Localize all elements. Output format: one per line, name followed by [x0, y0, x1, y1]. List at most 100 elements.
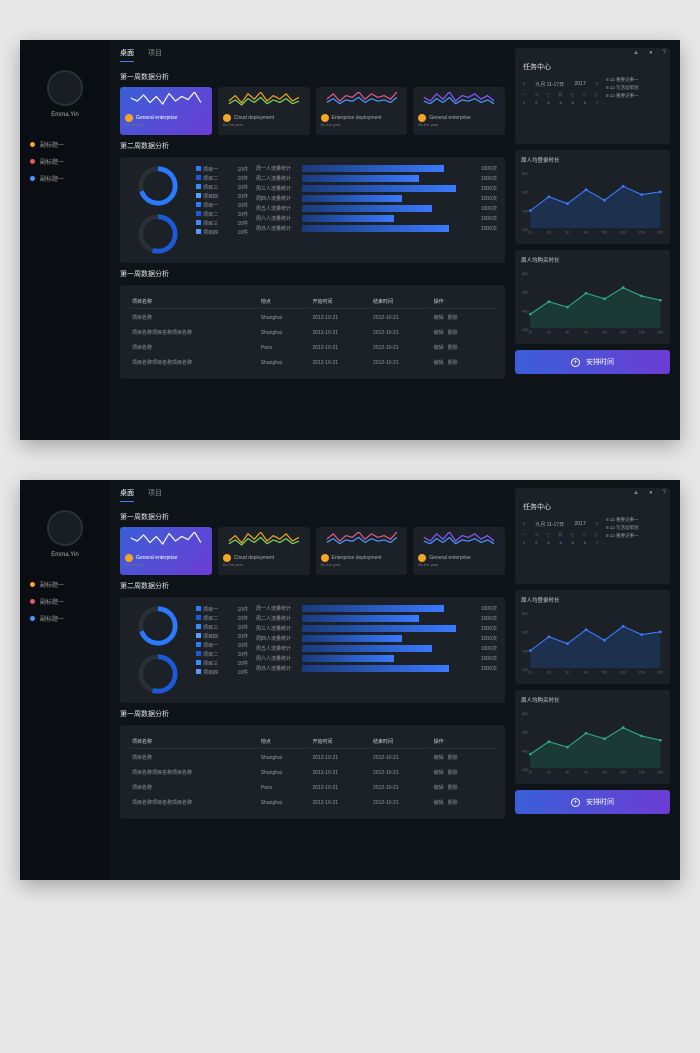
day-label: 五 — [570, 532, 574, 538]
stat-card-0[interactable]: General enterpriseBy the year — [120, 87, 212, 135]
day-num[interactable]: 4 — [559, 540, 561, 545]
stat-card-3[interactable]: General enterpriseBy the year — [413, 527, 505, 575]
bar-row-2: 周三人流量统计1000次 — [256, 185, 497, 192]
sidebar-item-1[interactable]: 副标题一 — [28, 593, 102, 610]
stat-card-3[interactable]: General enterpriseBy the year — [413, 87, 505, 135]
legend: 项目一10件项目二10件项目三10件项目四10件项目一10件项目二10件项目三1… — [196, 165, 248, 255]
stat-card-1[interactable]: Cloud deploymentBy the year — [218, 87, 310, 135]
stat-card-1[interactable]: Cloud deploymentBy the year — [218, 527, 310, 575]
edit-link[interactable]: 编辑 — [434, 785, 444, 791]
day-num[interactable]: 3 — [547, 540, 549, 545]
svg-text:600: 600 — [522, 631, 528, 635]
task-item-0[interactable]: 9.12 重要记事一 — [606, 517, 662, 523]
stat-card-0[interactable]: General enterpriseBy the year — [120, 527, 212, 575]
td: Shanghai — [259, 766, 309, 779]
td: Paris — [259, 341, 309, 354]
legend: 项目一10件项目二10件项目三10件项目四10件项目一10件项目二10件项目三1… — [196, 605, 248, 695]
next-month-icon[interactable]: › — [596, 521, 598, 528]
next-month-icon[interactable]: › — [596, 81, 598, 88]
prev-month-icon[interactable]: ‹ — [523, 521, 525, 528]
day-label: 四 — [558, 92, 562, 98]
td: 项目名称项目名称项目名称 — [130, 326, 257, 339]
user-icon[interactable]: ● — [649, 490, 653, 496]
bell-icon[interactable]: ▲ — [633, 50, 639, 56]
help-icon[interactable]: ? — [663, 50, 666, 56]
task-item-2[interactable]: 9.12 重要记事一 — [606, 533, 662, 539]
bar-row-3: 周四人流量统计1000次 — [256, 195, 497, 202]
chart-panel-0: 周人均登录时长8006004002001020304050100150200 — [515, 150, 670, 244]
schedule-button[interactable]: +安排时间 — [515, 790, 670, 814]
username: Emma.Yin — [28, 552, 102, 558]
bar-row-3: 周四人流量统计1000次 — [256, 635, 497, 642]
svg-text:20: 20 — [547, 331, 551, 335]
day-num[interactable]: 2 — [535, 540, 537, 545]
delete-link[interactable]: 删除 — [448, 345, 458, 351]
edit-link[interactable]: 编辑 — [434, 755, 444, 761]
day-num[interactable]: 5 — [572, 100, 574, 105]
task-item-2[interactable]: 9.12 重要记事一 — [606, 93, 662, 99]
td: 2012-10-21 — [310, 781, 369, 794]
delete-link[interactable]: 删除 — [448, 315, 458, 321]
day-num[interactable]: 4 — [559, 100, 561, 105]
avatar[interactable] — [47, 70, 83, 106]
day-num[interactable]: 7 — [596, 540, 598, 545]
task-item-1[interactable]: 9.12 写活动策划 — [606, 85, 662, 91]
schedule-button[interactable]: +安排时间 — [515, 350, 670, 374]
day-num[interactable]: 6 — [584, 540, 586, 545]
user-icon[interactable]: ● — [649, 50, 653, 56]
edit-link[interactable]: 编辑 — [434, 315, 444, 321]
td: Shanghai — [259, 356, 309, 369]
badge-icon — [418, 114, 426, 122]
tab-1[interactable]: 项目 — [148, 488, 162, 502]
bell-icon[interactable]: ▲ — [633, 490, 639, 496]
help-icon[interactable]: ? — [663, 490, 666, 496]
tab-0[interactable]: 桌面 — [120, 488, 134, 502]
section1-title: 第一周数据分析 — [120, 72, 505, 82]
sidebar-item-2[interactable]: 副标题一 — [28, 610, 102, 627]
month: 九月 11-17日 — [535, 81, 564, 88]
sidebar-item-0[interactable]: 副标题一 — [28, 136, 102, 153]
edit-link[interactable]: 编辑 — [434, 360, 444, 366]
edit-link[interactable]: 编辑 — [434, 800, 444, 806]
card-sub: By the year — [321, 122, 403, 127]
task-item-0[interactable]: 9.12 重要记事一 — [606, 77, 662, 83]
delete-link[interactable]: 删除 — [448, 800, 458, 806]
legend-row-4: 项目一10件 — [196, 641, 248, 650]
tab-1[interactable]: 项目 — [148, 48, 162, 62]
sidebar-item-2[interactable]: 副标题一 — [28, 170, 102, 187]
badge-icon — [321, 114, 329, 122]
card-label: Cloud deployment — [234, 115, 274, 121]
day-num[interactable]: 7 — [596, 100, 598, 105]
edit-link[interactable]: 编辑 — [434, 770, 444, 776]
delete-link[interactable]: 删除 — [448, 785, 458, 791]
svg-text:600: 600 — [522, 731, 528, 735]
tab-0[interactable]: 桌面 — [120, 48, 134, 62]
stat-card-2[interactable]: Enterprise deploymentBy the year — [316, 87, 408, 135]
table-row: 项目名称Shanghai2012-10-212012-10-21编辑删除 — [130, 751, 495, 764]
day-num[interactable]: 6 — [584, 100, 586, 105]
chart-panel-0: 周人均登录时长8006004002001020304050100150200 — [515, 590, 670, 684]
legend-row-2: 项目三10件 — [196, 623, 248, 632]
delete-link[interactable]: 删除 — [448, 360, 458, 366]
sidebar-item-1[interactable]: 副标题一 — [28, 153, 102, 170]
edit-link[interactable]: 编辑 — [434, 330, 444, 336]
day-num[interactable]: 1 — [523, 540, 525, 545]
task-item-1[interactable]: 9.12 写活动策划 — [606, 525, 662, 531]
delete-link[interactable]: 删除 — [448, 770, 458, 776]
day-num[interactable]: 1 — [523, 100, 525, 105]
delete-link[interactable]: 删除 — [448, 330, 458, 336]
day-num[interactable]: 3 — [547, 100, 549, 105]
card-sub: By the year — [125, 562, 207, 567]
avatar[interactable] — [47, 510, 83, 546]
day-num[interactable]: 2 — [535, 100, 537, 105]
stat-card-2[interactable]: Enterprise deploymentBy the year — [316, 527, 408, 575]
edit-link[interactable]: 编辑 — [434, 345, 444, 351]
section2-panel: 项目一10件项目二10件项目三10件项目四10件项目一10件项目二10件项目三1… — [120, 597, 505, 703]
legend-row-3: 项目四10件 — [196, 192, 248, 201]
day-num[interactable]: 5 — [572, 540, 574, 545]
sidebar-item-0[interactable]: 副标题一 — [28, 576, 102, 593]
card-sub: By the year — [223, 122, 305, 127]
table-row: 项目名称项目名称项目名称Shanghai2012-10-212012-10-21… — [130, 766, 495, 779]
prev-month-icon[interactable]: ‹ — [523, 81, 525, 88]
delete-link[interactable]: 删除 — [448, 755, 458, 761]
